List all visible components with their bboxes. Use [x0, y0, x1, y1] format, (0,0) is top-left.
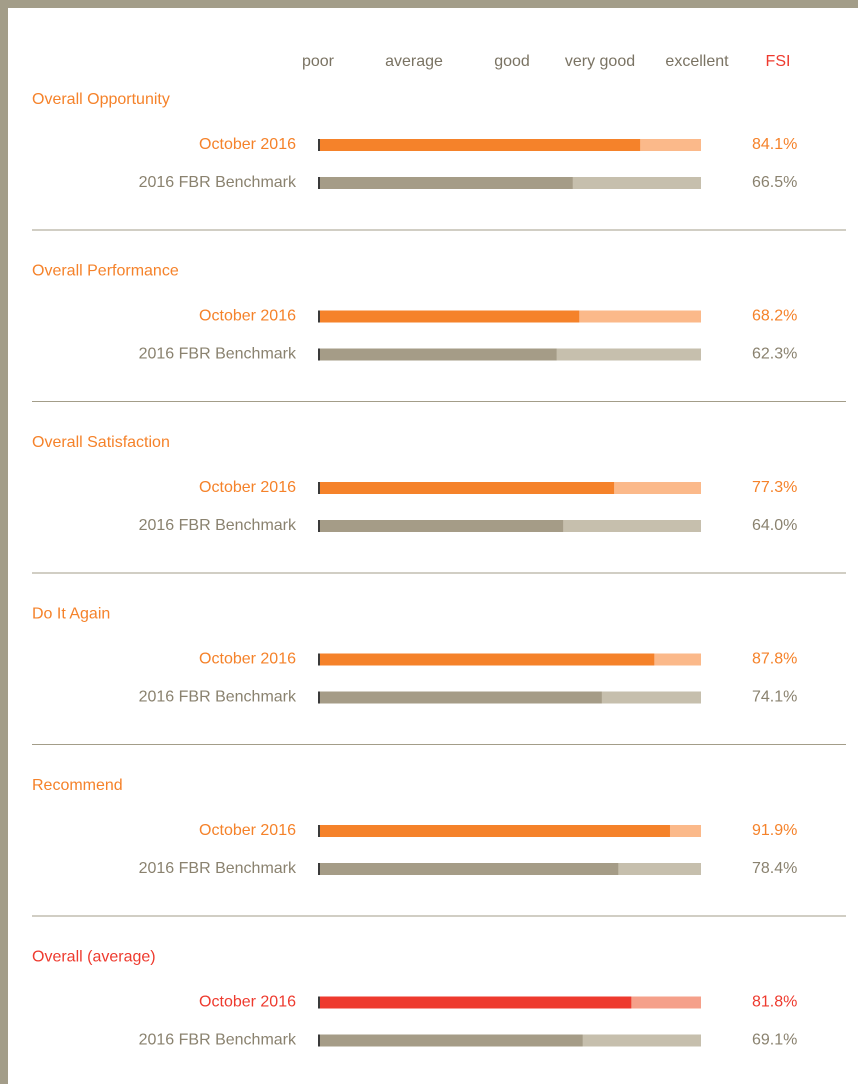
group-title: Overall Satisfaction [32, 434, 170, 451]
value-label: 91.9% [752, 822, 797, 839]
value-label: 64.0% [752, 517, 797, 534]
value-label: 62.3% [752, 346, 797, 363]
bar-start [318, 691, 320, 704]
row-label: 2016 FBR Benchmark [139, 174, 297, 191]
bar [318, 520, 564, 532]
row-label: 2016 FBR Benchmark [139, 517, 297, 534]
group-title: Overall (average) [32, 949, 156, 966]
bar-start [318, 825, 320, 837]
bar-start [318, 482, 320, 494]
group-title: Overall Performance [32, 263, 179, 280]
row-label: October 2016 [199, 308, 296, 325]
bar [318, 482, 615, 494]
group-title: Do It Again [32, 606, 110, 623]
scale-label: excellent [665, 53, 729, 70]
left-border [0, 0, 8, 1084]
bar [318, 139, 641, 151]
bar-start [318, 520, 320, 532]
bar-start [318, 139, 320, 151]
bar [318, 653, 655, 666]
bar [318, 310, 580, 323]
row-label: October 2016 [199, 651, 296, 668]
value-label: 77.3% [752, 479, 797, 496]
row-label: October 2016 [199, 136, 296, 153]
bar [318, 348, 557, 361]
bar-start [318, 348, 320, 361]
value-header: FSI [766, 53, 791, 70]
bar [318, 825, 670, 837]
scale-label: good [494, 53, 530, 70]
row-label: October 2016 [199, 994, 296, 1011]
group-title: Recommend [32, 777, 123, 794]
bar-start [318, 177, 320, 189]
value-label: 68.2% [752, 308, 797, 325]
value-label: 81.8% [752, 994, 797, 1011]
row-label: 2016 FBR Benchmark [139, 860, 297, 877]
row-label: 2016 FBR Benchmark [139, 1032, 297, 1049]
value-label: 87.8% [752, 651, 797, 668]
scale-label: very good [565, 53, 635, 70]
bar [318, 996, 632, 1009]
bar-start [318, 863, 320, 875]
bar [318, 177, 573, 189]
bar [318, 1034, 583, 1047]
row-label: 2016 FBR Benchmark [139, 346, 297, 363]
bar [318, 691, 602, 704]
top-border [0, 0, 858, 8]
row-label: October 2016 [199, 822, 296, 839]
bar-start [318, 1034, 320, 1047]
bar-start [318, 310, 320, 323]
group-title: Overall Opportunity [32, 91, 170, 108]
value-label: 74.1% [752, 689, 797, 706]
value-label: 78.4% [752, 860, 797, 877]
row-label: 2016 FBR Benchmark [139, 689, 297, 706]
value-label: 66.5% [752, 174, 797, 191]
bar-start [318, 996, 320, 1009]
value-label: 84.1% [752, 136, 797, 153]
bar [318, 863, 619, 875]
scale-label: average [385, 53, 443, 70]
value-label: 69.1% [752, 1032, 797, 1049]
row-label: October 2016 [199, 479, 296, 496]
scale-label: poor [302, 53, 335, 70]
bar-start [318, 653, 320, 666]
